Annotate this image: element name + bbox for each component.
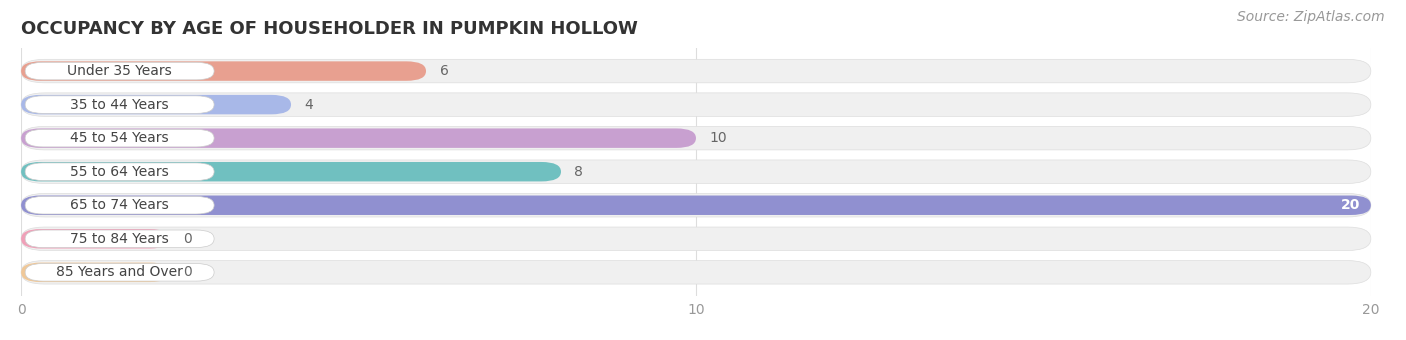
FancyBboxPatch shape [25, 163, 214, 181]
Text: 6: 6 [440, 64, 449, 78]
FancyBboxPatch shape [21, 160, 1371, 184]
Text: 45 to 54 Years: 45 to 54 Years [70, 131, 169, 145]
FancyBboxPatch shape [21, 260, 1371, 284]
Text: 85 Years and Over: 85 Years and Over [56, 265, 183, 279]
FancyBboxPatch shape [21, 195, 1371, 215]
Text: 0: 0 [183, 232, 191, 246]
FancyBboxPatch shape [21, 59, 1371, 83]
FancyBboxPatch shape [21, 93, 1371, 116]
FancyBboxPatch shape [21, 61, 426, 81]
Text: 20: 20 [1341, 198, 1361, 212]
FancyBboxPatch shape [21, 262, 170, 282]
FancyBboxPatch shape [21, 95, 291, 114]
Text: Source: ZipAtlas.com: Source: ZipAtlas.com [1237, 10, 1385, 24]
Text: 65 to 74 Years: 65 to 74 Years [70, 198, 169, 212]
FancyBboxPatch shape [21, 162, 561, 182]
FancyBboxPatch shape [25, 130, 214, 147]
FancyBboxPatch shape [21, 227, 1371, 251]
FancyBboxPatch shape [21, 193, 1371, 217]
FancyBboxPatch shape [25, 96, 214, 113]
Text: OCCUPANCY BY AGE OF HOUSEHOLDER IN PUMPKIN HOLLOW: OCCUPANCY BY AGE OF HOUSEHOLDER IN PUMPK… [21, 20, 638, 38]
Text: 75 to 84 Years: 75 to 84 Years [70, 232, 169, 246]
Text: 10: 10 [710, 131, 727, 145]
FancyBboxPatch shape [21, 229, 170, 249]
Text: 4: 4 [305, 98, 314, 112]
FancyBboxPatch shape [25, 62, 214, 80]
Text: 55 to 64 Years: 55 to 64 Years [70, 165, 169, 179]
Text: 8: 8 [575, 165, 583, 179]
FancyBboxPatch shape [21, 129, 696, 148]
FancyBboxPatch shape [25, 197, 214, 214]
Text: Under 35 Years: Under 35 Years [67, 64, 172, 78]
FancyBboxPatch shape [21, 126, 1371, 150]
Text: 35 to 44 Years: 35 to 44 Years [70, 98, 169, 112]
FancyBboxPatch shape [25, 230, 214, 248]
FancyBboxPatch shape [25, 264, 214, 281]
Text: 0: 0 [183, 265, 191, 279]
